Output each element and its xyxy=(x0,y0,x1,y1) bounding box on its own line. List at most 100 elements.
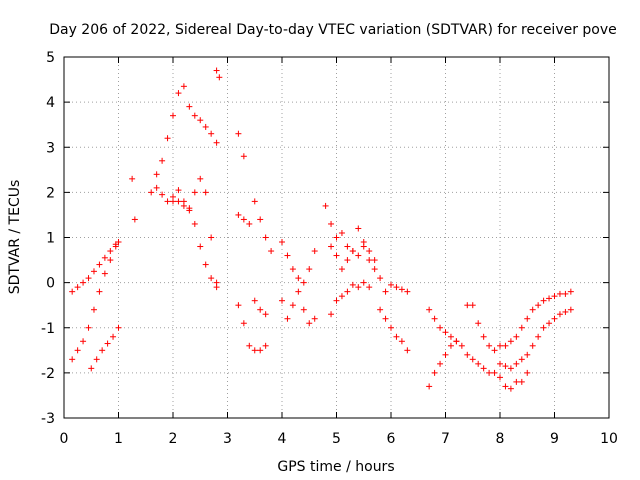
data-point xyxy=(251,198,258,205)
series-arc-14 xyxy=(328,225,411,354)
data-point xyxy=(101,270,108,277)
x-axis-label: GPS time / hours xyxy=(277,459,394,475)
series-arc-21 xyxy=(513,369,531,385)
y-axis-label: SDTVAR / TECUs xyxy=(7,180,23,295)
data-point xyxy=(279,239,285,246)
data-point xyxy=(475,320,482,327)
data-point xyxy=(101,254,108,261)
data-point xyxy=(213,67,220,74)
data-point xyxy=(518,378,525,385)
y-tick-label: 0 xyxy=(46,276,55,292)
data-point xyxy=(159,191,166,198)
data-point xyxy=(322,202,329,209)
data-point xyxy=(262,342,269,349)
data-point xyxy=(191,112,198,119)
y-tick-label: -2 xyxy=(41,366,55,382)
data-point xyxy=(284,252,291,259)
data-point xyxy=(442,351,449,358)
data-point xyxy=(96,288,103,295)
y-tick-label: -3 xyxy=(41,411,55,427)
data-point xyxy=(90,306,97,313)
data-point xyxy=(366,257,373,264)
data-point xyxy=(426,383,433,390)
data-point xyxy=(148,189,155,196)
data-point xyxy=(85,275,92,282)
data-point xyxy=(289,302,296,309)
data-point xyxy=(328,220,335,227)
data-point xyxy=(502,342,509,349)
data-point xyxy=(355,252,362,259)
data-point xyxy=(90,268,97,275)
data-point xyxy=(486,342,493,349)
x-tick-label: 7 xyxy=(441,431,450,447)
x-tick-label: 9 xyxy=(550,431,559,447)
data-point xyxy=(131,216,138,223)
data-point xyxy=(208,275,215,282)
data-point xyxy=(311,315,318,322)
data-point xyxy=(262,311,269,318)
data-point xyxy=(99,347,106,354)
data-point xyxy=(338,293,345,300)
data-point xyxy=(377,306,384,313)
data-point xyxy=(159,157,166,164)
data-point xyxy=(208,234,215,241)
data-point xyxy=(360,239,367,246)
data-point xyxy=(398,286,405,293)
data-point xyxy=(170,198,176,205)
data-points xyxy=(69,67,574,392)
series-arc-20 xyxy=(497,306,574,372)
series-arc-11 xyxy=(279,239,318,286)
data-point xyxy=(295,275,302,282)
data-point xyxy=(431,369,438,376)
data-point xyxy=(377,275,384,282)
data-point xyxy=(74,347,81,354)
data-point xyxy=(338,266,345,273)
data-point xyxy=(115,324,122,331)
data-point xyxy=(268,248,275,255)
data-point xyxy=(164,198,171,205)
data-point xyxy=(344,257,351,264)
data-point xyxy=(344,288,351,295)
data-point xyxy=(257,216,264,223)
data-point xyxy=(360,279,367,286)
series-arc-13 xyxy=(322,202,389,295)
data-point xyxy=(404,288,411,295)
data-point xyxy=(262,234,269,241)
data-point xyxy=(497,360,503,367)
series-arc-7 xyxy=(129,67,247,223)
data-point xyxy=(180,202,187,209)
data-point xyxy=(235,130,242,137)
data-point xyxy=(535,302,542,309)
data-point xyxy=(529,306,536,313)
data-point xyxy=(344,243,351,250)
series-arc-9 xyxy=(235,302,269,354)
y-tick-label: 4 xyxy=(46,95,55,111)
data-point xyxy=(524,315,531,322)
data-point xyxy=(191,220,198,227)
data-point xyxy=(507,365,514,372)
data-point xyxy=(240,216,247,223)
data-point xyxy=(328,311,335,318)
data-point xyxy=(115,239,122,246)
data-point xyxy=(491,369,498,376)
data-point xyxy=(551,315,558,322)
y-tick-label: 3 xyxy=(46,140,55,156)
data-point xyxy=(175,198,182,205)
x-tick-label: 4 xyxy=(278,431,287,447)
data-point xyxy=(497,342,503,349)
data-point xyxy=(107,248,114,255)
data-point xyxy=(289,266,296,273)
series-arc-16 xyxy=(388,281,411,295)
x-tick-label: 3 xyxy=(223,431,232,447)
data-point xyxy=(246,342,253,349)
data-point xyxy=(524,351,531,358)
data-point xyxy=(393,284,400,291)
data-point xyxy=(216,74,223,81)
data-point xyxy=(562,290,569,297)
data-point xyxy=(464,302,471,309)
data-point xyxy=(388,281,394,288)
data-point xyxy=(437,360,444,367)
data-point xyxy=(110,333,117,340)
data-point xyxy=(338,229,345,236)
series-arc-8 xyxy=(235,198,275,255)
